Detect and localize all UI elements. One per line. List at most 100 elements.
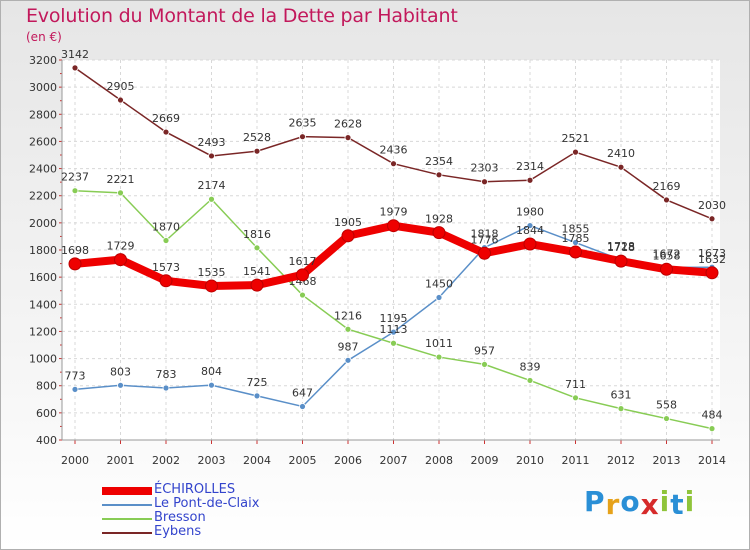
x-tick-label: 2007 xyxy=(380,454,408,467)
logo-letter: r xyxy=(605,488,621,521)
legend-label: Le Pont-de-Claix xyxy=(154,496,260,511)
data-label-bresson: 711 xyxy=(565,378,586,391)
data-point-echirolles xyxy=(159,274,173,288)
data-label-le-pont-de-claix: 1195 xyxy=(380,312,408,325)
data-label-eybens: 2314 xyxy=(516,160,544,173)
data-label-echirolles: 1776 xyxy=(471,233,499,246)
data-point-bresson xyxy=(435,353,443,361)
data-point-eybens xyxy=(390,160,397,168)
data-point-echirolles xyxy=(68,257,82,271)
y-tick-label: 2400 xyxy=(29,163,57,176)
y-tick-label: 2000 xyxy=(29,217,57,230)
data-point-eybens xyxy=(299,133,306,141)
data-point-le-pont-de-claix xyxy=(253,392,261,400)
data-label-eybens: 2905 xyxy=(107,80,135,93)
y-tick-label: 2200 xyxy=(29,190,57,203)
data-point-echirolles xyxy=(387,219,400,233)
data-label-bresson: 631 xyxy=(611,389,632,402)
legend-label: Eybens xyxy=(154,524,202,539)
x-tick-label: 2014 xyxy=(698,454,726,467)
data-label-eybens: 2354 xyxy=(425,155,453,168)
logo-letter: P xyxy=(584,485,606,518)
data-label-echirolles: 1617 xyxy=(289,255,317,268)
data-label-le-pont-de-claix: 773 xyxy=(65,369,86,382)
x-tick-label: 2002 xyxy=(152,454,180,467)
data-label-eybens: 2436 xyxy=(380,144,408,157)
y-tick-label: 800 xyxy=(36,380,57,393)
data-point-bresson xyxy=(663,415,670,422)
y-tick-label: 1400 xyxy=(29,298,57,311)
data-point-echirolles xyxy=(341,229,355,243)
data-point-echirolles xyxy=(478,246,491,260)
data-label-le-pont-de-claix: 803 xyxy=(110,365,131,378)
x-tick-label: 2003 xyxy=(198,454,226,467)
data-label-le-pont-de-claix: 1818 xyxy=(471,228,499,241)
data-label-eybens: 2030 xyxy=(698,199,726,212)
data-label-bresson: 2221 xyxy=(107,173,135,186)
data-label-eybens: 2635 xyxy=(289,117,317,130)
data-point-bresson xyxy=(71,187,79,195)
data-point-eybens xyxy=(162,128,170,136)
x-tick-label: 2013 xyxy=(653,454,681,467)
data-label-eybens: 2410 xyxy=(607,147,635,160)
y-tick-label: 400 xyxy=(36,434,57,447)
data-point-bresson xyxy=(617,405,625,413)
data-label-eybens: 2528 xyxy=(243,131,271,144)
data-point-bresson xyxy=(299,291,306,299)
data-point-le-pont-de-claix xyxy=(299,403,306,410)
data-point-echirolles xyxy=(296,268,309,282)
data-label-echirolles: 1928 xyxy=(425,213,453,226)
x-tick-label: 2000 xyxy=(61,454,89,467)
data-point-le-pont-de-claix xyxy=(344,356,352,364)
data-point-echirolles xyxy=(705,266,719,280)
legend-swatch xyxy=(102,532,152,534)
data-label-bresson: 1113 xyxy=(380,323,408,336)
logo-letter: t xyxy=(670,488,685,521)
data-label-eybens: 3142 xyxy=(61,48,89,61)
data-label-eybens: 2628 xyxy=(334,118,362,131)
data-label-bresson: 957 xyxy=(474,344,495,357)
data-label-bresson: 839 xyxy=(520,360,541,373)
data-point-bresson xyxy=(208,195,215,203)
data-label-le-pont-de-claix: 1673 xyxy=(698,247,726,260)
data-point-bresson xyxy=(344,325,352,333)
data-label-echirolles: 1979 xyxy=(380,206,408,219)
x-tick-label: 2009 xyxy=(471,454,499,467)
logo-letter: x xyxy=(640,488,660,521)
logo-letter: i xyxy=(659,485,671,518)
data-label-echirolles: 1718 xyxy=(607,241,635,254)
data-label-eybens: 2169 xyxy=(653,180,681,193)
data-point-echirolles xyxy=(523,237,537,251)
x-tick-label: 2008 xyxy=(425,454,453,467)
data-point-bresson xyxy=(708,425,716,433)
unit-label: (en €) xyxy=(26,30,62,44)
data-point-echirolles xyxy=(660,262,673,276)
data-label-le-pont-de-claix: 647 xyxy=(292,386,313,399)
data-label-bresson: 1816 xyxy=(243,228,271,241)
data-point-echirolles xyxy=(432,226,446,240)
x-tick-label: 2001 xyxy=(107,454,135,467)
data-point-echirolles xyxy=(614,254,628,268)
data-point-echirolles xyxy=(114,253,127,267)
x-tick-label: 2006 xyxy=(334,454,362,467)
y-tick-label: 2800 xyxy=(29,108,57,121)
data-point-le-pont-de-claix xyxy=(162,384,170,392)
data-label-echirolles: 1632 xyxy=(698,253,726,266)
data-label-le-pont-de-claix: 1450 xyxy=(425,278,453,291)
data-label-le-pont-de-claix: 783 xyxy=(156,368,177,381)
data-point-eybens xyxy=(435,171,443,179)
y-tick-label: 1600 xyxy=(29,271,57,284)
data-point-le-pont-de-claix xyxy=(435,294,443,301)
data-point-bresson xyxy=(390,339,397,347)
data-label-echirolles: 1541 xyxy=(243,265,271,278)
data-label-echirolles: 1729 xyxy=(107,240,135,253)
data-point-eybens xyxy=(253,147,261,155)
data-label-bresson: 2174 xyxy=(198,179,226,192)
x-tick-label: 2011 xyxy=(562,454,590,467)
x-tick-label: 2005 xyxy=(289,454,317,467)
data-point-le-pont-de-claix xyxy=(390,328,397,336)
x-tick-label: 2004 xyxy=(243,454,271,467)
data-point-le-pont-de-claix xyxy=(71,385,79,393)
legend-swatch xyxy=(102,518,152,520)
